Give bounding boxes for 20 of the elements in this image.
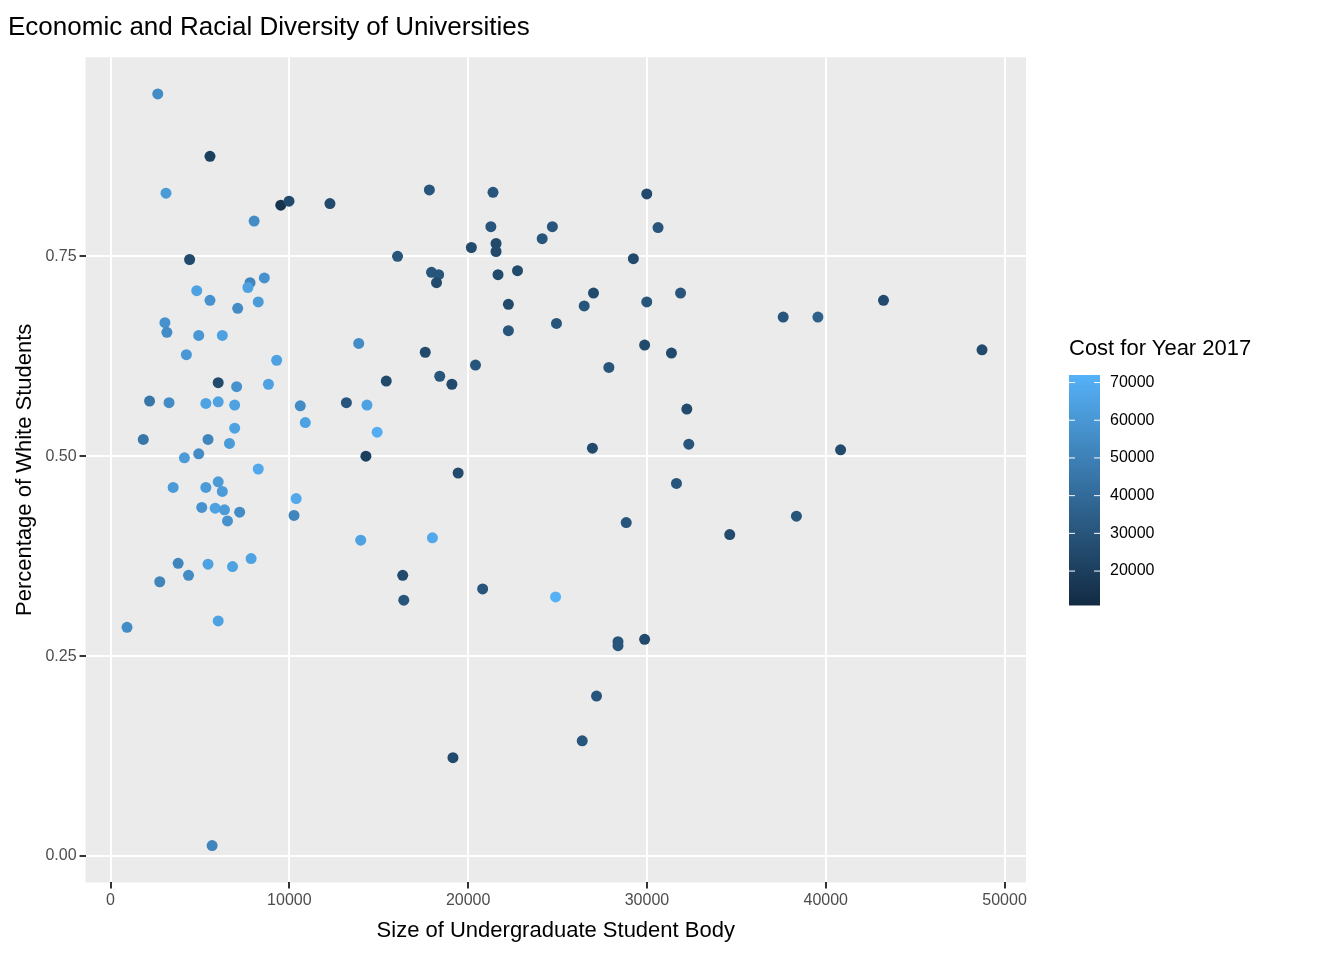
x-tick-label: 10000 xyxy=(267,891,312,909)
x-tick-label: 40000 xyxy=(803,891,849,909)
x-axis-title: Size of Undergraduate Student Body xyxy=(376,916,735,942)
x-tick-label: 0 xyxy=(106,891,116,909)
color-bar-label: 20000 xyxy=(1110,561,1155,579)
color-bar-label: 40000 xyxy=(1110,486,1155,504)
y-axis-title: Percentage of White Students xyxy=(11,323,37,616)
x-tick-label: 50000 xyxy=(982,891,1027,909)
y-tick-label: 0.75 xyxy=(45,246,77,264)
color-bar-label: 50000 xyxy=(1110,448,1155,466)
y-tick-label: 0.00 xyxy=(45,846,77,864)
x-tick-label: 20000 xyxy=(445,891,491,909)
y-tick-label: 0.50 xyxy=(45,446,77,464)
y-tick-label: 0.25 xyxy=(45,646,77,664)
color-bar-label: 30000 xyxy=(1110,523,1155,541)
color-bar-label: 70000 xyxy=(1110,372,1155,390)
color-bar-title: Cost for Year 2017 xyxy=(1069,335,1252,360)
chart-title: Economic and Racial Diversity of Universities xyxy=(8,10,530,41)
x-tick-label: 30000 xyxy=(624,891,670,909)
color-bar-label: 60000 xyxy=(1110,410,1155,428)
